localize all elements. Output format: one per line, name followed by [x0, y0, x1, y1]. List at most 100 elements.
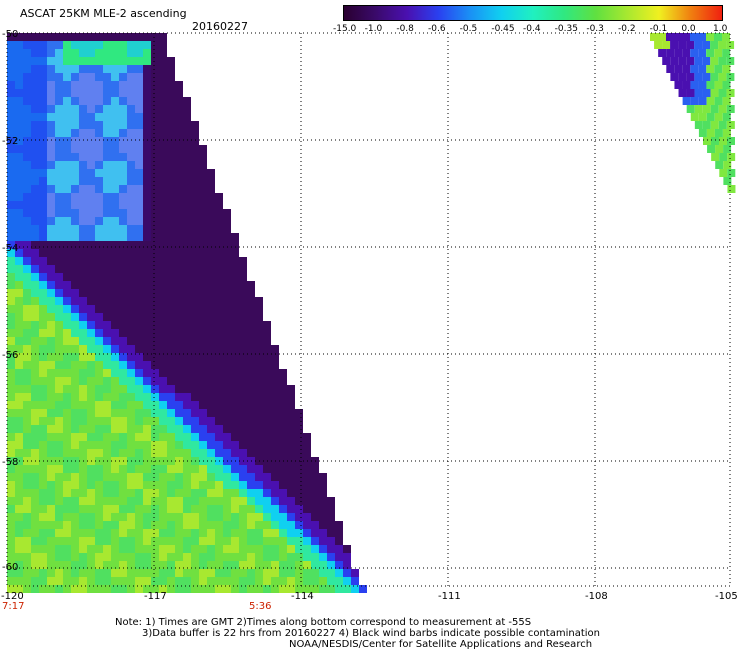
swath-cell [111, 329, 119, 337]
swath-cell [295, 529, 303, 537]
swath-cell [231, 265, 239, 273]
swath-cell [183, 321, 191, 329]
swath-cell [79, 89, 87, 97]
swath-cell [231, 377, 239, 385]
swath-cell [119, 153, 127, 161]
swath-cell [63, 305, 71, 313]
swath-cell [159, 537, 167, 545]
swath-cell [247, 297, 255, 305]
swath-cell [63, 537, 71, 545]
swath-cell [247, 561, 255, 569]
swath-cell [79, 33, 87, 41]
swath-cell [15, 537, 23, 545]
swath-cell [167, 145, 175, 153]
swath-cell [199, 289, 207, 297]
swath-cell [119, 329, 127, 337]
swath-cell [127, 89, 135, 97]
swath-cell-corner [715, 161, 724, 169]
swath-cell [87, 121, 95, 129]
swath-cell [111, 449, 119, 457]
swath-cell [191, 385, 199, 393]
swath-cell [151, 273, 159, 281]
swath-cell [151, 441, 159, 449]
swath-cell [47, 569, 55, 577]
swath-cell [303, 489, 311, 497]
swath-cell [191, 393, 199, 401]
swath-cell [127, 137, 135, 145]
swath-cell [71, 553, 79, 561]
swath-cell [63, 329, 71, 337]
swath-cell [159, 353, 167, 361]
swath-cell [71, 209, 79, 217]
swath-cell [127, 305, 135, 313]
swath-cell [103, 41, 111, 49]
swath-cell [135, 345, 143, 353]
swath-cell [167, 257, 175, 265]
swath-cell [111, 569, 119, 577]
swath-cell [7, 465, 15, 473]
swath-cell [231, 497, 239, 505]
swath-cell [111, 481, 119, 489]
swath-cell [63, 49, 71, 57]
swath-cell [207, 489, 215, 497]
swath-cell [183, 193, 191, 201]
swath-cell [199, 561, 207, 569]
swath-cell [191, 577, 199, 585]
swath-cell [151, 449, 159, 457]
swath-cell [55, 401, 63, 409]
swath-cell [263, 529, 271, 537]
swath-cell [55, 57, 63, 65]
swath-cell [55, 441, 63, 449]
swath-cell [207, 169, 215, 177]
swath-cell [183, 473, 191, 481]
lat-label: -56 [2, 350, 19, 361]
swath-cell [199, 249, 207, 257]
swath-cell [47, 81, 55, 89]
swath-cell [31, 537, 39, 545]
swath-cell [183, 569, 191, 577]
swath-cell [231, 585, 239, 593]
swath-cell [151, 153, 159, 161]
swath-cell [39, 73, 47, 81]
swath-cell [95, 281, 103, 289]
swath-cell [263, 465, 271, 473]
swath-cell [39, 489, 47, 497]
swath-cell [143, 73, 151, 81]
swath-cell [63, 129, 71, 137]
swath-cell [39, 153, 47, 161]
swath-cell [303, 433, 311, 441]
swath-cell-corner [670, 57, 679, 65]
swath-cell [23, 265, 31, 273]
swath-cell [159, 361, 167, 369]
swath-cell [167, 505, 175, 513]
swath-cell [231, 489, 239, 497]
swath-cell [279, 529, 287, 537]
swath-cell [103, 137, 111, 145]
swath-cell [263, 345, 271, 353]
swath-cell [207, 417, 215, 425]
swath-cell [127, 281, 135, 289]
swath-cell [15, 161, 23, 169]
swath-cell [95, 345, 103, 353]
swath-cell [15, 441, 23, 449]
swath-cell [127, 265, 135, 273]
swath-cell-corner [654, 41, 663, 49]
swath-cell [79, 361, 87, 369]
swath-cell [87, 185, 95, 193]
swath-cell [263, 385, 271, 393]
swath-cell [111, 537, 119, 545]
swath-cell [15, 449, 23, 457]
swath-cell [263, 521, 271, 529]
swath-cell [159, 417, 167, 425]
swath-cell [79, 537, 87, 545]
swath-cell [95, 113, 103, 121]
swath-cell [191, 465, 199, 473]
swath-cell [87, 81, 95, 89]
swath-cell [159, 161, 167, 169]
swath-cell [199, 241, 207, 249]
swath-cell [87, 49, 95, 57]
swath-cell [79, 129, 87, 137]
swath-cell [191, 305, 199, 313]
swath-cell [223, 297, 231, 305]
swath-cell [311, 521, 319, 529]
